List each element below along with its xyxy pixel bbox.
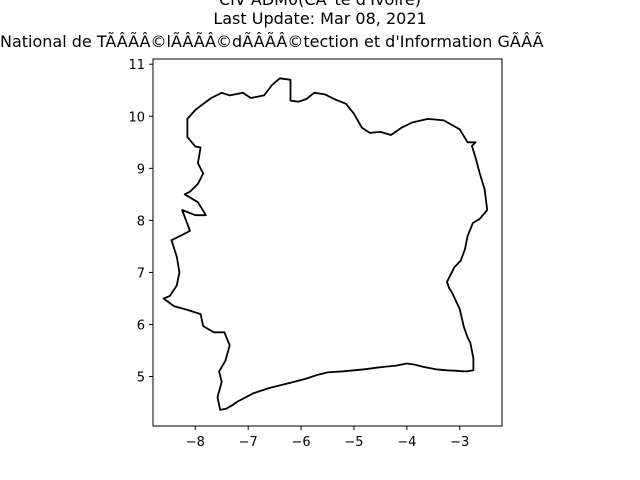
x-tick-label: −3 [450, 435, 469, 450]
x-tick-label: −6 [291, 435, 310, 450]
y-tick-label: 6 [137, 318, 145, 333]
x-tick-label: −7 [239, 435, 258, 450]
map-title-line-2: Last Update: Mar 08, 2021 [213, 9, 427, 28]
x-tick-label: −8 [186, 435, 205, 450]
y-tick-label: 8 [137, 214, 145, 229]
map-title-line-3: National de TÃÂÃÂ©lÃÂÃÂ©dÃÂÃÂ©tection et… [0, 32, 544, 51]
map-title-line-1: CIV ADM0(CÃ´te d'Ivoire) [0, 0, 640, 9]
y-tick-label: 9 [137, 162, 145, 177]
y-tick-label: 5 [137, 371, 145, 386]
x-tick-label: −5 [344, 435, 363, 450]
plot-area: −8 −7 −6 −5 −4 −3 5 6 7 8 9 10 11 [128, 58, 503, 450]
country-boundary [162, 77, 489, 411]
x-tick-label: −4 [397, 435, 416, 450]
y-tick-label: 7 [137, 266, 145, 281]
axes-frame [152, 58, 503, 427]
y-tick-label: 11 [128, 58, 145, 73]
y-tick-label: 10 [128, 110, 145, 125]
